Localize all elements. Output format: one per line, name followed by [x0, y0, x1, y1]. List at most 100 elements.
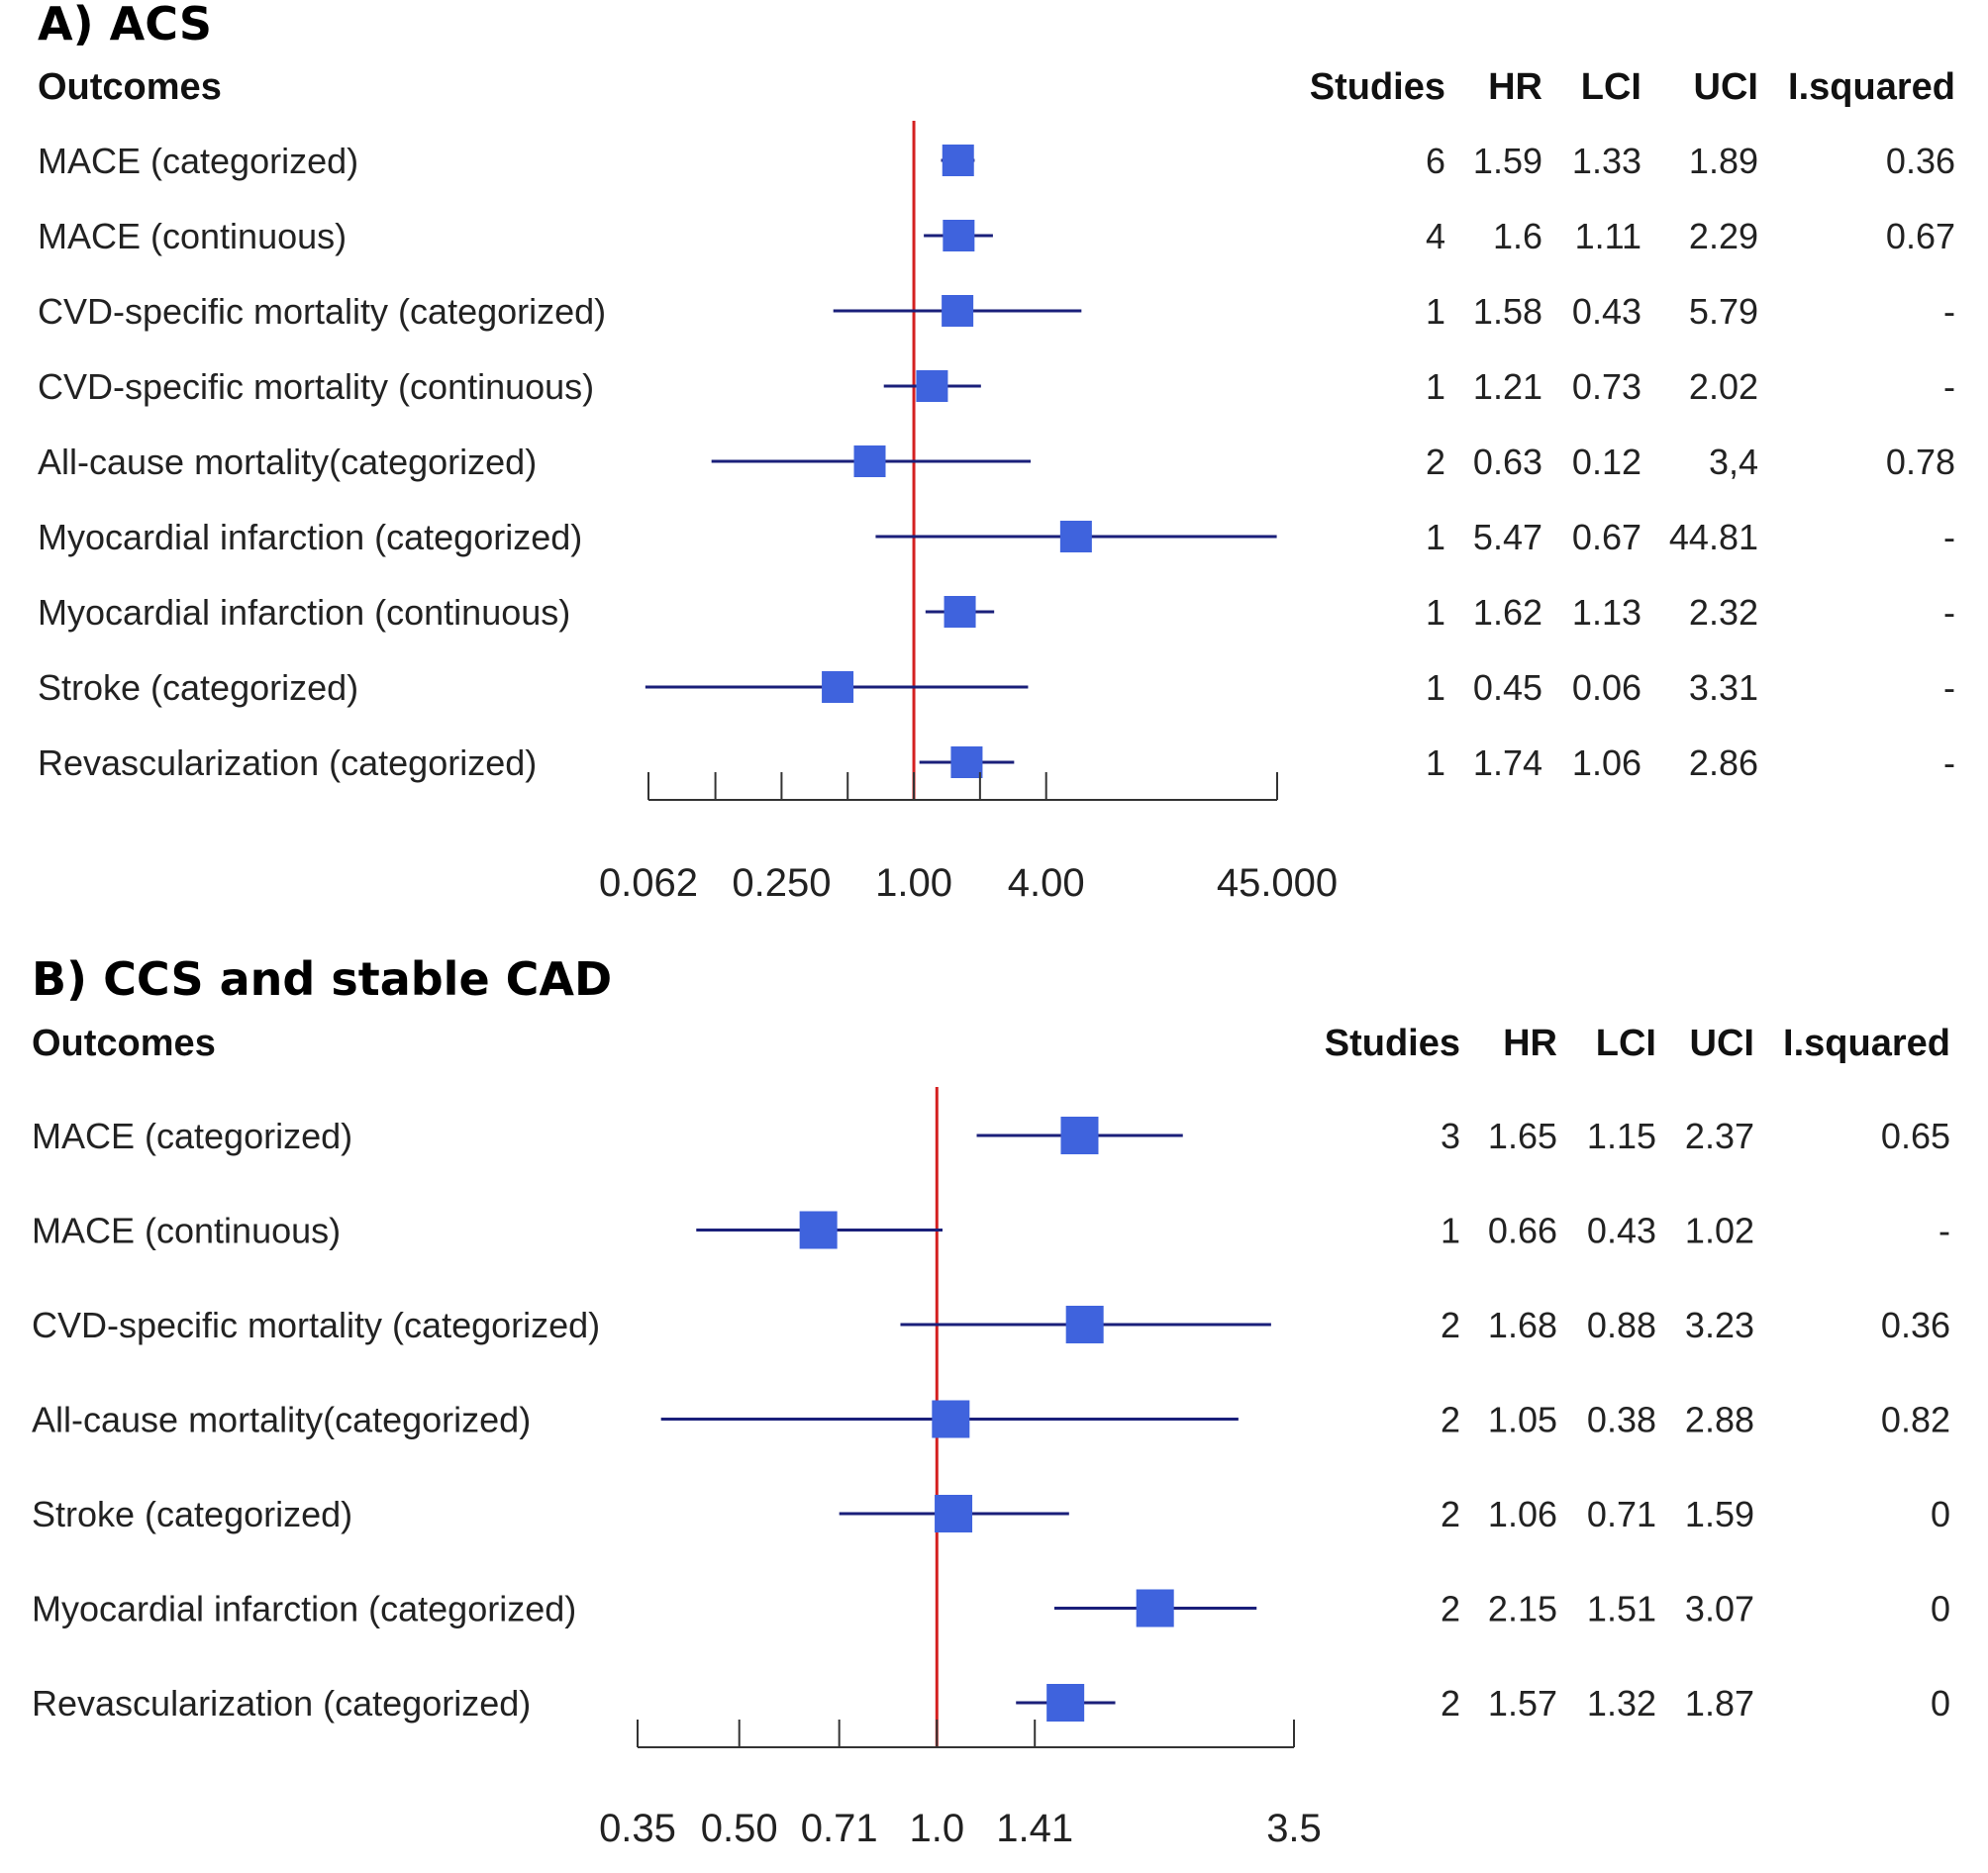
column-header: I.squared [1783, 1023, 1950, 1064]
isquared-value: - [1943, 366, 1955, 407]
hr-marker [1060, 1117, 1099, 1154]
hr-marker [1136, 1589, 1174, 1627]
hr-marker [1046, 1684, 1085, 1722]
outcome-label: MACE (categorized) [32, 1116, 352, 1156]
x-tick-label: 45.000 [1217, 861, 1338, 905]
x-tick-label: 1.00 [875, 861, 952, 905]
hr-marker [935, 1495, 973, 1532]
isquared-value: 0.82 [1881, 1400, 1950, 1440]
outcome-label: Revascularization (categorized) [38, 742, 537, 783]
studies-value: 2 [1426, 442, 1445, 482]
isquared-value: 0.36 [1886, 141, 1955, 181]
outcome-label: Myocardial infarction (categorized) [32, 1589, 576, 1629]
uci-value: 1.59 [1685, 1494, 1754, 1534]
studies-value: 1 [1426, 517, 1445, 557]
studies-value: 4 [1426, 216, 1445, 256]
hr-marker [1065, 1306, 1104, 1343]
lci-value: 1.33 [1572, 141, 1641, 181]
studies-value: 1 [1426, 366, 1445, 407]
uci-value: 3.07 [1685, 1589, 1754, 1629]
uci-value: 1.87 [1685, 1683, 1754, 1724]
x-tick-label: 0.062 [599, 861, 698, 905]
isquared-value: - [1943, 291, 1955, 332]
uci-value: 2.86 [1689, 742, 1758, 783]
panel-title: B) CCS and stable CAD [32, 952, 612, 1006]
hr-value: 1.6 [1493, 216, 1542, 256]
uci-value: 2.02 [1689, 366, 1758, 407]
column-header: HR [1488, 66, 1542, 108]
x-tick-label: 0.35 [599, 1807, 676, 1850]
uci-value: 1.02 [1685, 1211, 1754, 1251]
hr-value: 1.06 [1488, 1494, 1557, 1534]
hr-value: 1.57 [1488, 1683, 1557, 1724]
uci-value: 3,4 [1709, 442, 1758, 482]
column-header: UCI [1694, 66, 1758, 108]
uci-value: 3.23 [1685, 1305, 1754, 1345]
column-header: HR [1503, 1023, 1557, 1064]
outcomes-header: Outcomes [32, 1023, 216, 1064]
lci-value: 0.38 [1587, 1400, 1656, 1440]
outcome-label: Stroke (categorized) [32, 1494, 352, 1534]
hr-marker [822, 671, 854, 703]
outcome-label: Stroke (categorized) [38, 667, 358, 708]
column-header: LCI [1581, 66, 1641, 108]
studies-value: 2 [1441, 1305, 1460, 1345]
uci-value: 2.32 [1689, 592, 1758, 633]
isquared-value: 0 [1931, 1589, 1950, 1629]
hr-value: 1.74 [1473, 742, 1542, 783]
lci-value: 0.73 [1572, 366, 1641, 407]
hr-value: 2.15 [1488, 1589, 1557, 1629]
hr-value: 1.21 [1473, 366, 1542, 407]
column-header: LCI [1596, 1023, 1656, 1064]
lci-value: 1.11 [1575, 216, 1641, 256]
x-tick-label: 1.0 [909, 1807, 964, 1850]
lci-value: 0.67 [1572, 517, 1641, 557]
isquared-value: - [1938, 1211, 1950, 1251]
outcome-label: All-cause mortality(categorized) [32, 1400, 531, 1440]
lci-value: 0.71 [1587, 1494, 1656, 1534]
uci-value: 3.31 [1689, 667, 1758, 708]
studies-value: 2 [1441, 1683, 1460, 1724]
hr-value: 1.68 [1488, 1305, 1557, 1345]
forest-panel-b: B) CCS and stable CAD Outcomes Studies HR LC… [32, 952, 1950, 1850]
outcome-label: Myocardial infarction (categorized) [38, 517, 582, 557]
lci-value: 0.06 [1572, 667, 1641, 708]
column-header: Studies [1325, 1023, 1460, 1064]
uci-value: 2.88 [1685, 1400, 1754, 1440]
lci-value: 0.12 [1572, 442, 1641, 482]
studies-value: 1 [1441, 1211, 1460, 1251]
column-header: I.squared [1788, 66, 1955, 108]
isquared-value: - [1943, 517, 1955, 557]
hr-value: 1.59 [1473, 141, 1542, 181]
uci-value: 1.89 [1689, 141, 1758, 181]
hr-value: 1.05 [1488, 1400, 1557, 1440]
outcomes-header: Outcomes [38, 66, 222, 108]
panel-title: A) ACS [38, 0, 212, 50]
outcome-label: All-cause mortality(categorized) [38, 442, 537, 482]
isquared-value: - [1943, 592, 1955, 633]
outcome-label: MACE (continuous) [32, 1211, 341, 1251]
uci-value: 2.29 [1689, 216, 1758, 256]
studies-value: 2 [1441, 1494, 1460, 1534]
hr-value: 5.47 [1473, 517, 1542, 557]
studies-value: 1 [1426, 592, 1445, 633]
hr-value: 0.66 [1488, 1211, 1557, 1251]
uci-value: 2.37 [1685, 1116, 1754, 1156]
lci-value: 1.15 [1587, 1116, 1656, 1156]
lci-value: 0.43 [1587, 1211, 1656, 1251]
lci-value: 1.32 [1587, 1683, 1656, 1724]
x-tick-label: 3.5 [1266, 1807, 1322, 1850]
uci-value: 5.79 [1689, 291, 1758, 332]
forest-panel-a: A) ACS Outcomes Studies HR LCI UCI I.squared MA… [38, 0, 1955, 905]
outcome-label: CVD-specific mortality (categorized) [32, 1305, 600, 1345]
studies-value: 2 [1441, 1589, 1460, 1629]
studies-value: 2 [1441, 1400, 1460, 1440]
studies-value: 1 [1426, 291, 1445, 332]
hr-value: 0.45 [1473, 667, 1542, 708]
x-tick-label: 0.250 [732, 861, 831, 905]
hr-marker [853, 445, 886, 477]
hr-value: 1.62 [1473, 592, 1542, 633]
isquared-value: 0.67 [1886, 216, 1955, 256]
lci-value: 1.51 [1587, 1589, 1656, 1629]
